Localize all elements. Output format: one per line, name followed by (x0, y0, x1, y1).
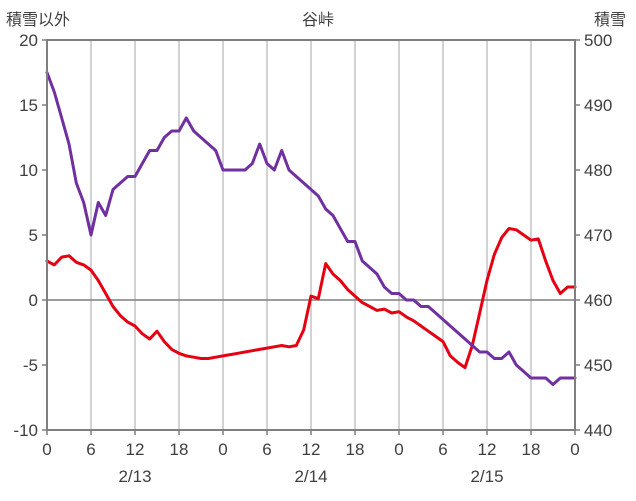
hour-tick-label: 6 (438, 440, 447, 459)
left-tick-label: -10 (13, 421, 38, 440)
hour-tick-label: 0 (394, 440, 403, 459)
right-tick-label: 450 (584, 356, 612, 375)
date-label: 2/13 (118, 467, 151, 486)
left-tick-label: 15 (19, 96, 38, 115)
right-tick-label: 490 (584, 96, 612, 115)
hour-tick-label: 0 (570, 440, 579, 459)
hour-tick-label: 6 (86, 440, 95, 459)
axis-labels: 20 15 10 5 0 -5 -10 500 490 480 470 460 450 440 0 6 12 18… (13, 31, 612, 486)
right-tick-label: 460 (584, 291, 612, 310)
hour-tick-label: 0 (42, 440, 51, 459)
left-tick-label: 10 (19, 161, 38, 180)
hour-tick-label: 18 (346, 440, 365, 459)
hour-tick-label: 12 (478, 440, 497, 459)
left-tick-label: 20 (19, 31, 38, 50)
hour-tick-label: 18 (170, 440, 189, 459)
right-axis-title: 積雪 (593, 12, 626, 29)
right-tick-label: 500 (584, 31, 612, 50)
chart-title: 谷峠 (301, 12, 334, 29)
left-tick-label: -5 (23, 356, 38, 375)
hour-tick-label: 0 (218, 440, 227, 459)
hour-tick-label: 12 (302, 440, 321, 459)
date-label: 2/15 (470, 467, 503, 486)
date-label: 2/14 (294, 467, 327, 486)
right-tick-label: 480 (584, 161, 612, 180)
left-axis-title: 積雪以外 (6, 12, 71, 29)
gridlines (47, 40, 575, 430)
axis-ticks (42, 39, 580, 435)
left-tick-label: 0 (29, 291, 38, 310)
series-line-1 (45, 71, 577, 386)
right-tick-label: 440 (584, 421, 612, 440)
right-tick-label: 470 (584, 226, 612, 245)
hour-tick-label: 18 (522, 440, 541, 459)
hour-tick-label: 6 (262, 440, 271, 459)
series-line-0 (45, 227, 577, 370)
left-tick-label: 5 (29, 226, 38, 245)
hour-tick-label: 12 (126, 440, 145, 459)
